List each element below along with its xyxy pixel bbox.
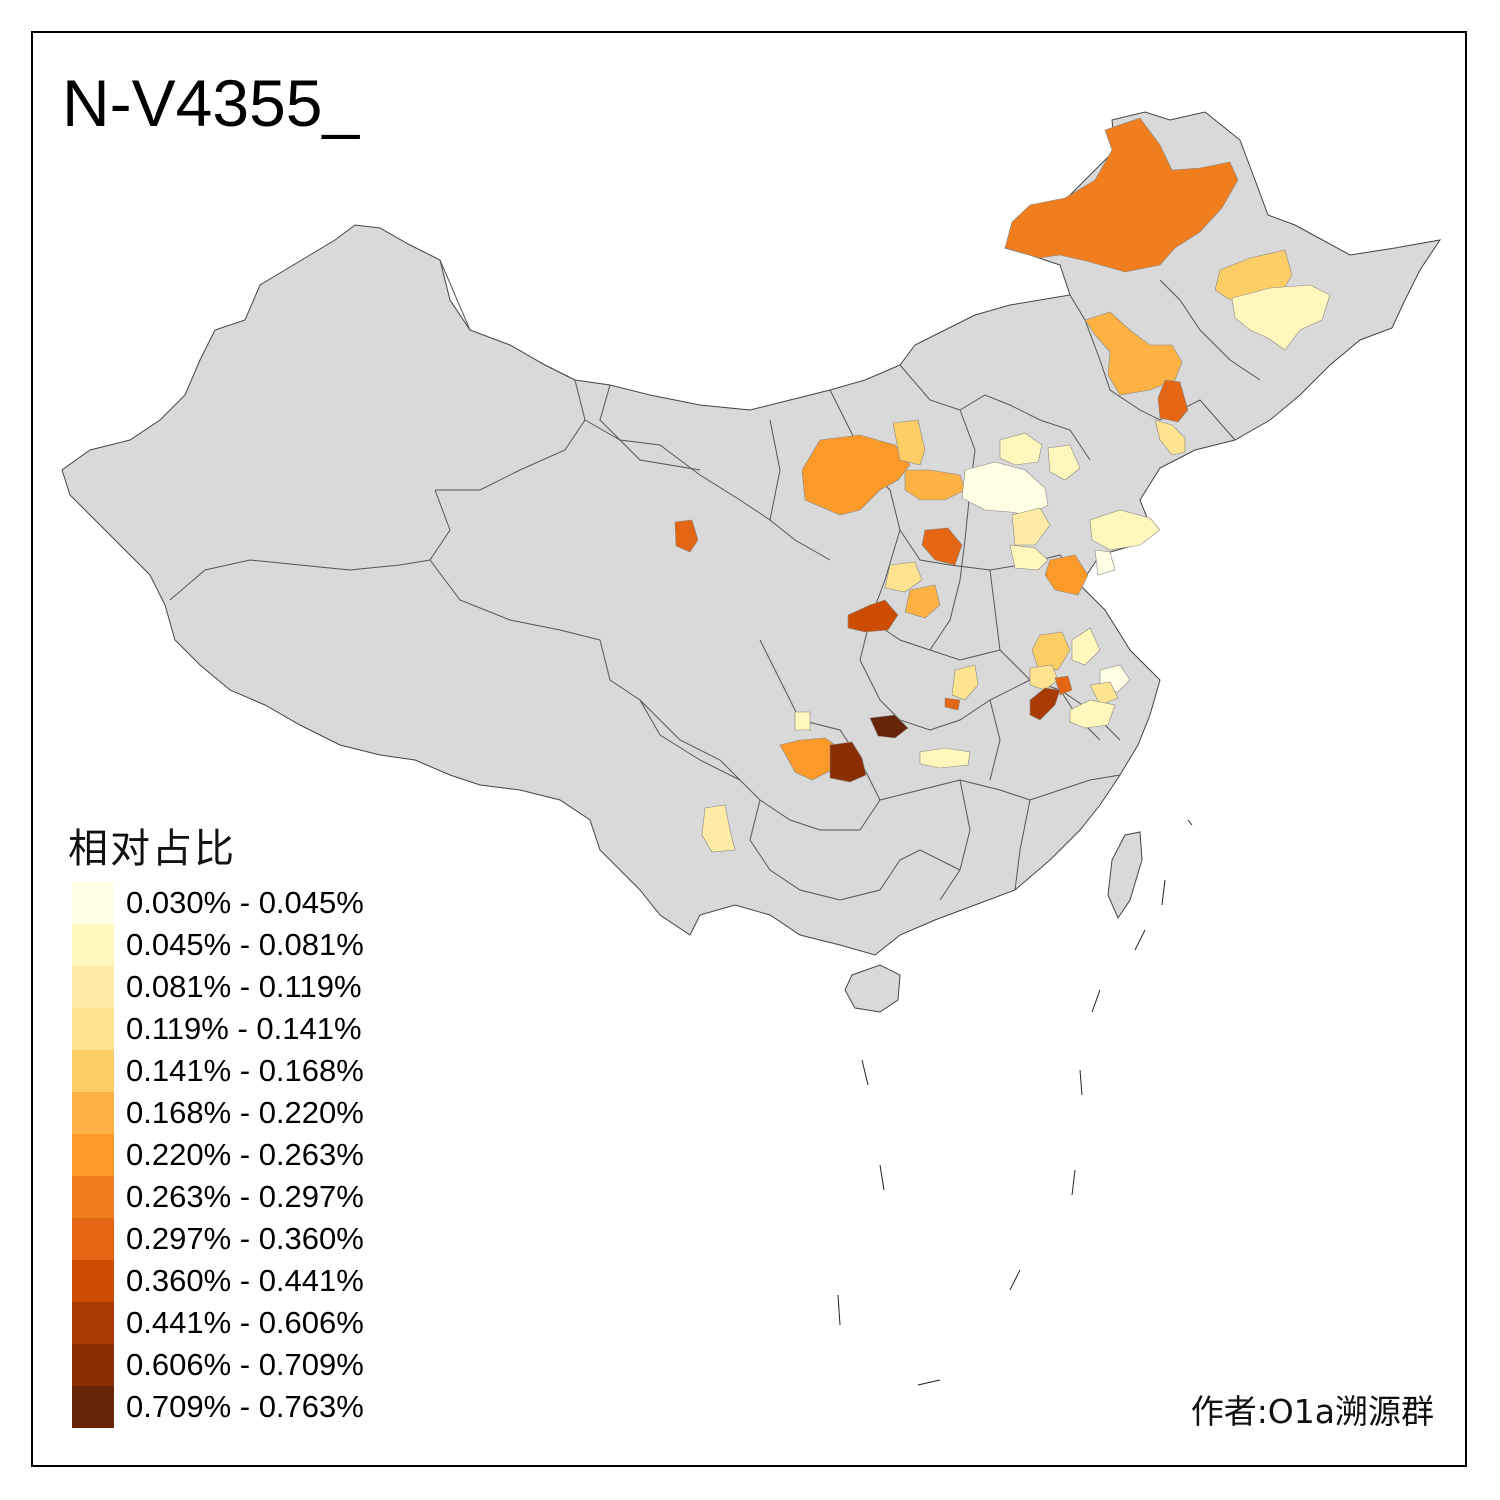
region-henan-b	[904, 584, 941, 619]
legend-label: 0.141% - 0.168%	[126, 1053, 364, 1088]
legend-label: 0.360% - 0.441%	[126, 1263, 364, 1298]
region-anhui-b	[1029, 664, 1059, 691]
legend-item: 0.709% - 0.763%	[72, 1386, 364, 1428]
colored-regions	[674, 117, 1331, 853]
legend-swatch	[72, 1050, 114, 1092]
region-shaanxi	[847, 599, 899, 633]
map-frame	[31, 31, 1467, 1467]
region-hebei-b	[999, 432, 1043, 466]
map-title: N-V4355_	[62, 66, 360, 140]
region-henan-c	[1009, 544, 1049, 571]
legend-label: 0.045% - 0.081%	[126, 927, 364, 962]
region-hunan	[919, 747, 971, 769]
region-hubei-a	[951, 664, 979, 701]
legend-swatch	[72, 966, 114, 1008]
legend-item: 0.168% - 0.220%	[72, 1092, 364, 1134]
legend-label: 0.220% - 0.263%	[126, 1137, 364, 1172]
legend-item: 0.606% - 0.709%	[72, 1344, 364, 1386]
legend-item: 0.030% - 0.045%	[72, 882, 364, 924]
legend-item: 0.297% - 0.360%	[72, 1218, 364, 1260]
legend-item: 0.220% - 0.263%	[72, 1134, 364, 1176]
hainan-island	[844, 964, 901, 1013]
legend-item: 0.045% - 0.081%	[72, 924, 364, 966]
region-liaoning-b	[1154, 419, 1186, 456]
region-hubei-b	[944, 697, 961, 711]
legend-label: 0.297% - 0.360%	[126, 1221, 364, 1256]
legend-swatch	[72, 1008, 114, 1050]
china-landmass	[61, 111, 1442, 956]
region-liaoning-a	[1157, 379, 1189, 423]
legend-item: 0.441% - 0.606%	[72, 1302, 364, 1344]
legend-swatch	[72, 1344, 114, 1386]
region-hulunbuir	[1004, 117, 1239, 273]
legend-swatch	[72, 882, 114, 924]
region-henan-a	[884, 561, 923, 593]
legend-item: 0.081% - 0.119%	[72, 966, 364, 1008]
region-anhui-a	[1031, 631, 1071, 671]
legend-item: 0.119% - 0.141%	[72, 1008, 364, 1050]
region-hebei-d	[1011, 507, 1051, 546]
south-sea-islands	[837, 819, 1193, 1386]
legend-swatch	[72, 1092, 114, 1134]
region-shanxi	[921, 527, 963, 566]
region-shandong-b	[1094, 549, 1116, 576]
legend: 0.030% - 0.045% 0.045% - 0.081% 0.081% - 0…	[72, 882, 364, 1428]
region-qinghai	[674, 519, 699, 553]
legend-label: 0.606% - 0.709%	[126, 1347, 364, 1382]
legend-item: 0.263% - 0.297%	[72, 1176, 364, 1218]
region-xingan	[1084, 311, 1183, 396]
legend-swatch	[72, 1386, 114, 1428]
region-ordos	[801, 434, 911, 516]
legend-swatch	[72, 1218, 114, 1260]
region-chongqing	[869, 714, 909, 739]
legend-item: 0.360% - 0.441%	[72, 1260, 364, 1302]
legend-swatch	[72, 1260, 114, 1302]
legend-label: 0.709% - 0.763%	[126, 1389, 364, 1424]
legend-label: 0.168% - 0.220%	[126, 1095, 364, 1130]
region-hohhot	[904, 469, 966, 501]
region-sichuan-b	[829, 741, 867, 783]
taiwan-island	[1107, 831, 1143, 920]
region-sichuan-c	[794, 711, 811, 731]
author-credit: 作者:O1a溯源群	[1190, 1392, 1434, 1431]
legend-title: 相对占比	[68, 826, 236, 872]
region-heilongjiang-b	[1231, 284, 1331, 351]
region-zhejiang	[1069, 699, 1116, 729]
region-hebei-c	[1047, 444, 1081, 481]
legend-label: 0.263% - 0.297%	[126, 1179, 364, 1214]
legend-label: 0.441% - 0.606%	[126, 1305, 364, 1340]
region-jiangsu-c	[1089, 681, 1119, 706]
region-baotou	[892, 419, 926, 466]
region-shandong-a	[1089, 509, 1161, 551]
legend-label: 0.119% - 0.141%	[126, 1011, 362, 1046]
legend-swatch	[72, 1176, 114, 1218]
legend-swatch	[72, 1302, 114, 1344]
region-jiangsu-a	[1071, 627, 1101, 666]
legend-swatch	[72, 1134, 114, 1176]
legend-label: 0.081% - 0.119%	[126, 969, 362, 1004]
legend-label: 0.030% - 0.045%	[126, 885, 364, 920]
legend-item: 0.141% - 0.168%	[72, 1050, 364, 1092]
region-anhui-d	[1029, 687, 1061, 721]
region-yunnan	[701, 804, 736, 853]
region-shandong-c	[1044, 554, 1089, 596]
legend-swatch	[72, 924, 114, 966]
